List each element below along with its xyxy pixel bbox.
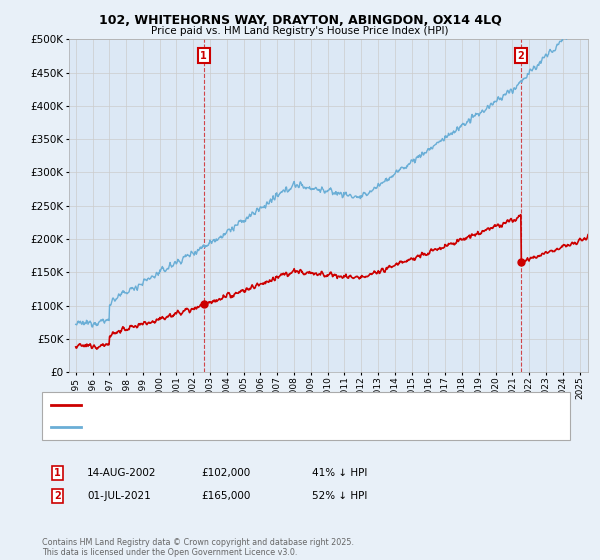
- Text: 1: 1: [54, 468, 61, 478]
- Text: 14-AUG-2002: 14-AUG-2002: [87, 468, 157, 478]
- Text: 41% ↓ HPI: 41% ↓ HPI: [312, 468, 367, 478]
- Text: 52% ↓ HPI: 52% ↓ HPI: [312, 491, 367, 501]
- Text: 01-JUL-2021: 01-JUL-2021: [87, 491, 151, 501]
- Text: £165,000: £165,000: [201, 491, 250, 501]
- Text: 2: 2: [54, 491, 61, 501]
- Text: 102, WHITEHORNS WAY, DRAYTON, ABINGDON, OX14 4LQ (semi-detached house): 102, WHITEHORNS WAY, DRAYTON, ABINGDON, …: [87, 400, 454, 409]
- Text: Price paid vs. HM Land Registry's House Price Index (HPI): Price paid vs. HM Land Registry's House …: [151, 26, 449, 36]
- Text: 2: 2: [517, 51, 524, 61]
- Text: 102, WHITEHORNS WAY, DRAYTON, ABINGDON, OX14 4LQ: 102, WHITEHORNS WAY, DRAYTON, ABINGDON, …: [98, 14, 502, 27]
- Text: HPI: Average price, semi-detached house, Vale of White Horse: HPI: Average price, semi-detached house,…: [87, 422, 368, 431]
- Text: £102,000: £102,000: [201, 468, 250, 478]
- Text: 1: 1: [200, 51, 207, 61]
- Text: Contains HM Land Registry data © Crown copyright and database right 2025.
This d: Contains HM Land Registry data © Crown c…: [42, 538, 354, 557]
